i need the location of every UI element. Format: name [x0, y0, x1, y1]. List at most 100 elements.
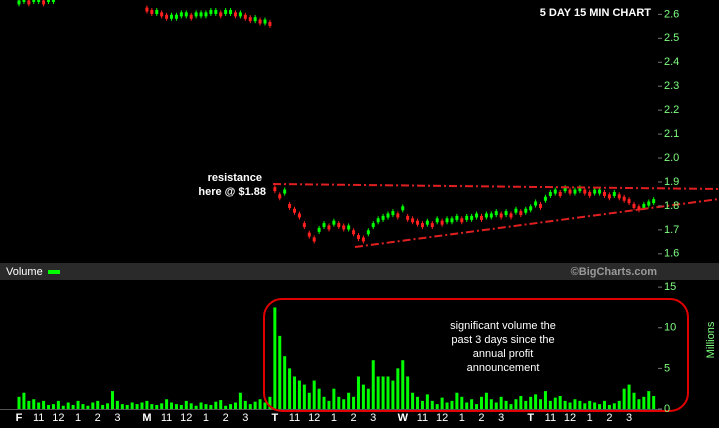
x-tick-label: 1 — [587, 412, 593, 424]
x-tick-label: 1 — [75, 412, 81, 424]
volume-bar — [71, 404, 75, 409]
x-tick-label: 12 — [180, 412, 192, 424]
volume-bar — [602, 400, 606, 409]
x-tick-label: 11 — [417, 412, 428, 424]
y2-axis-label: Millions — [705, 321, 717, 358]
y-tick-label: 2.5 — [664, 32, 679, 44]
volume-bar — [460, 396, 464, 409]
x-tick-label: 2 — [606, 412, 612, 424]
x-tick-label: 1 — [331, 412, 337, 424]
volume-bar — [155, 404, 159, 409]
annotation: here @ $1.88 — [198, 186, 266, 198]
volume-bar — [534, 394, 538, 409]
volume-bar — [416, 396, 420, 409]
volume-bar — [233, 402, 237, 409]
volume-bar — [435, 404, 439, 409]
volume-bar — [76, 400, 80, 409]
volume-bar — [499, 396, 503, 409]
highlight-box — [263, 298, 689, 412]
volume-bar — [588, 400, 592, 409]
volume-bar — [637, 399, 641, 409]
volume-bar — [371, 360, 375, 409]
volume-bar — [135, 404, 139, 409]
y2-tick-label: 5 — [664, 362, 670, 374]
volume-bar — [381, 376, 385, 409]
volume-bar — [258, 399, 262, 409]
volume-bar — [509, 404, 513, 409]
x-tick-label: 1 — [203, 412, 209, 424]
volume-bar — [199, 402, 203, 409]
volume-bar — [519, 396, 523, 409]
volume-bar — [425, 394, 429, 409]
volume-bar — [110, 391, 114, 409]
marks — [17, 0, 656, 409]
x-tick-label: 12 — [436, 412, 448, 424]
volume-bar — [568, 402, 572, 409]
volume-bar — [51, 404, 55, 409]
volume-bar — [539, 399, 543, 409]
volume-bar — [243, 400, 247, 409]
x-tick-label: F — [16, 412, 23, 424]
volume-bar — [411, 392, 415, 409]
volume-bar — [386, 376, 390, 409]
resistance-line — [272, 183, 719, 190]
volume-bar — [140, 402, 144, 409]
volume-bar — [529, 396, 533, 409]
volume-bar — [283, 356, 287, 409]
volume-bar — [563, 400, 567, 409]
volume-bar — [445, 402, 449, 409]
annotation: past 3 days since the — [451, 334, 554, 346]
volume-bar — [376, 376, 380, 409]
volume-bar — [293, 376, 297, 409]
chart-title: 5 DAY 15 MIN CHART — [540, 7, 652, 19]
volume-bar — [209, 404, 213, 409]
x-tick-label: 3 — [626, 412, 632, 424]
volume-bar — [273, 307, 277, 409]
volume-bar — [465, 402, 469, 409]
volume-bar — [356, 376, 360, 409]
volume-bar — [652, 396, 656, 409]
volume-bar — [174, 404, 178, 409]
y-tick-label: 2.0 — [664, 152, 679, 164]
y-tick-label: 2.2 — [664, 104, 679, 116]
volume-bar — [248, 404, 252, 409]
y-tick-label: 2.4 — [664, 56, 679, 68]
legend-label: Volume — [6, 266, 43, 278]
y-tick-label: 1.8 — [664, 200, 679, 212]
x-tick-label: 2 — [95, 412, 101, 424]
volume-bar — [179, 404, 183, 409]
volume-bar — [489, 399, 493, 409]
volume-bar — [337, 396, 341, 409]
volume-bar — [622, 388, 626, 409]
volume-bar — [647, 391, 651, 409]
volume-bar — [253, 401, 257, 409]
volume-bar — [450, 400, 454, 409]
annotation: significant volume the — [450, 320, 556, 332]
panel-separator — [0, 263, 719, 280]
volume-bar — [189, 403, 193, 409]
volume-bar — [543, 391, 547, 409]
volume-bar — [106, 403, 110, 409]
y-tick-label: 1.7 — [664, 224, 679, 236]
volume-bar — [312, 380, 316, 409]
volume-bar — [617, 400, 621, 409]
volume-bar — [494, 402, 498, 409]
volume-bar — [401, 360, 405, 409]
volume-bar — [479, 396, 483, 409]
x-tick-label: 11 — [289, 412, 300, 424]
volume-bar — [125, 404, 129, 409]
volume-bar — [238, 392, 242, 409]
x-tick-label: M — [142, 412, 151, 424]
volume-bar — [278, 335, 282, 409]
volume-bar — [366, 388, 370, 409]
x-tick-label: 3 — [242, 412, 248, 424]
volume-bar — [430, 400, 434, 409]
volume-bar — [612, 403, 616, 409]
volume-bar — [214, 401, 218, 409]
volume-bar — [593, 402, 597, 409]
annotation: announcement — [467, 362, 540, 374]
x-tick-label: 12 — [564, 412, 576, 424]
volume-bar — [332, 388, 336, 409]
watermark: ©BigCharts.com — [571, 266, 658, 278]
